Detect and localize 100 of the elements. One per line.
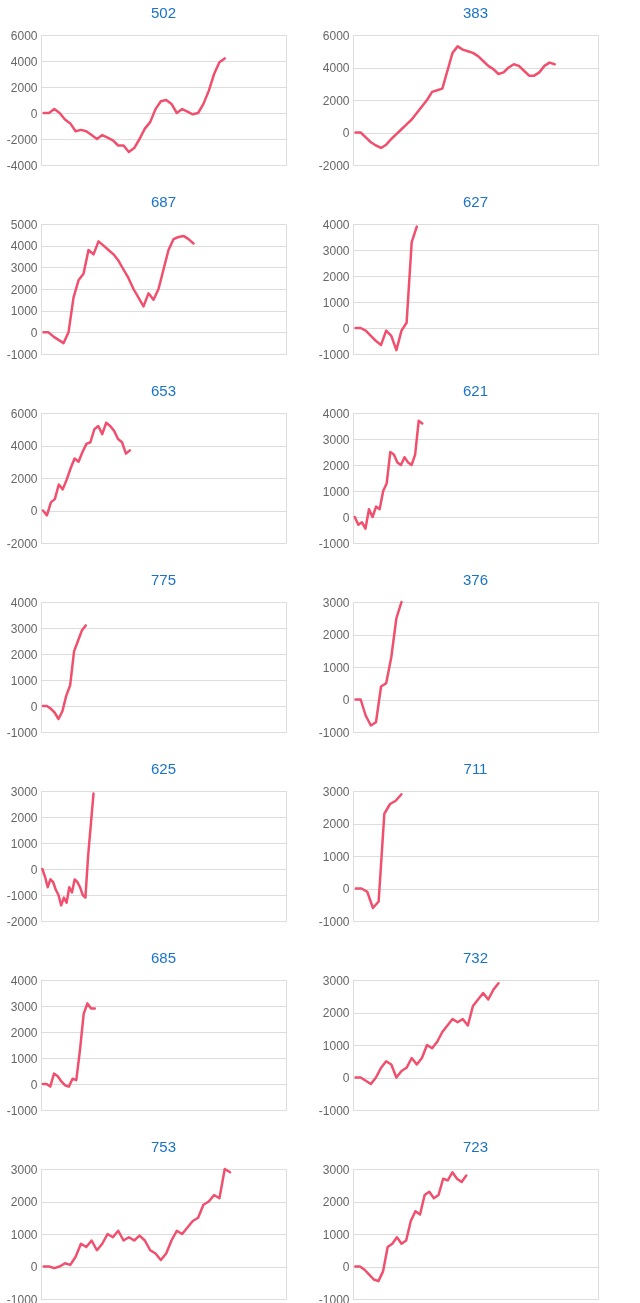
- line-series: [41, 421, 132, 517]
- y-tick-label: 2000: [10, 80, 38, 95]
- y-tick-label: 0: [30, 106, 38, 121]
- y-tick-label: 2000: [322, 1195, 350, 1209]
- y-tick-label: -2000: [6, 536, 38, 551]
- y-tick-label: 1000: [10, 673, 38, 688]
- y-tick-label: 2000: [322, 458, 350, 473]
- line-series: [354, 600, 403, 727]
- line-series: [354, 1171, 468, 1283]
- chart-title: 732: [462, 949, 489, 966]
- y-tick-label: 3000: [322, 784, 350, 799]
- y-tick-label: 0: [342, 882, 350, 896]
- y-tick-label: -1000: [318, 536, 350, 551]
- line-series: [354, 793, 403, 910]
- y-tick-label: -2000: [6, 914, 38, 929]
- y-tick-label: 4000: [322, 217, 350, 232]
- y-tick-label: 4000: [10, 439, 38, 453]
- y-tick-label: -1000: [318, 1292, 350, 1303]
- y-tick-label: -1000: [6, 1103, 38, 1118]
- y-tick-label: 2000: [10, 1195, 38, 1209]
- y-tick-label: 2000: [322, 93, 350, 108]
- y-tick-label: 0: [342, 1260, 350, 1274]
- y-tick-label: 3000: [10, 1162, 38, 1177]
- y-tick-label: 2000: [10, 471, 38, 486]
- y-tick-label: 1000: [322, 1038, 350, 1053]
- y-tick-label: -2000: [6, 132, 38, 147]
- y-tick-label: 1000: [10, 836, 38, 851]
- y-tick-label: -1000: [318, 347, 350, 362]
- chart-title: 502: [150, 4, 177, 21]
- y-tick-label: 2000: [322, 1006, 350, 1020]
- y-tick-label: 2000: [10, 1025, 38, 1040]
- y-tick-label: 1000: [322, 1227, 350, 1242]
- y-tick-label: 2000: [10, 282, 38, 297]
- line-series: [354, 982, 500, 1086]
- chart-title: 627: [462, 193, 489, 210]
- y-tick-label: 1000: [322, 849, 350, 864]
- chart-title: 685: [150, 949, 177, 966]
- y-tick-label: 2000: [322, 817, 350, 831]
- chart-title: 383: [462, 4, 489, 21]
- y-tick-label: 0: [30, 504, 38, 518]
- y-tick-label: 4000: [322, 406, 350, 421]
- y-tick-label: 1000: [322, 484, 350, 499]
- chart-title: 753: [150, 1138, 177, 1155]
- y-tick-label: 0: [30, 325, 38, 340]
- y-tick-label: -1000: [6, 1292, 38, 1303]
- chart-title: 653: [150, 382, 177, 399]
- y-tick-label: 0: [30, 1260, 38, 1274]
- y-tick-label: 3000: [322, 1162, 350, 1177]
- y-tick-label: 6000: [10, 28, 38, 43]
- line-series: [42, 234, 195, 345]
- y-tick-label: 4000: [10, 54, 38, 69]
- y-tick-label: 3000: [10, 260, 38, 275]
- y-tick-label: 3000: [322, 432, 350, 447]
- line-series: [354, 45, 556, 150]
- y-tick-label: 4000: [322, 61, 350, 75]
- y-tick-label: 4000: [10, 595, 38, 610]
- y-tick-label: 3000: [10, 621, 38, 636]
- y-tick-label: 0: [342, 1071, 350, 1085]
- y-tick-label: 3000: [10, 999, 38, 1014]
- y-tick-label: 0: [342, 321, 350, 336]
- line-series: [353, 419, 424, 530]
- y-tick-label: -2000: [318, 158, 350, 173]
- y-tick-label: 5000: [10, 217, 38, 232]
- y-tick-label: -1000: [6, 725, 38, 740]
- line-series: [42, 57, 226, 154]
- chart-title: 621: [462, 382, 489, 399]
- y-tick-label: 3000: [10, 784, 38, 799]
- chart-title: 775: [150, 571, 177, 588]
- chart-title: 687: [150, 193, 177, 210]
- chart-title: 711: [463, 760, 488, 777]
- line-series: [41, 624, 87, 721]
- chart-title: 625: [150, 760, 177, 777]
- y-tick-label: 2000: [322, 269, 350, 284]
- y-tick-label: 1000: [10, 304, 38, 319]
- y-tick-label: 4000: [10, 239, 38, 254]
- y-tick-label: 1000: [322, 660, 350, 675]
- y-tick-label: -1000: [318, 1103, 350, 1118]
- y-tick-label: 2000: [10, 810, 38, 825]
- line-series: [42, 1167, 232, 1270]
- y-tick-label: 6000: [10, 406, 38, 421]
- chart-title: 376: [462, 571, 489, 588]
- y-tick-label: 1000: [10, 1227, 38, 1242]
- y-tick-label: 2000: [10, 647, 38, 662]
- y-tick-label: -1000: [318, 725, 350, 740]
- y-tick-label: 3000: [322, 243, 350, 258]
- y-tick-label: -4000: [6, 158, 38, 173]
- y-tick-label: 0: [342, 693, 350, 707]
- y-tick-label: 6000: [322, 28, 350, 43]
- y-tick-label: 2000: [322, 628, 350, 642]
- y-tick-label: 0: [30, 862, 38, 877]
- y-tick-label: -1000: [318, 914, 350, 929]
- y-tick-label: 3000: [322, 973, 350, 988]
- y-tick-label: 1000: [10, 1051, 38, 1066]
- y-tick-label: -1000: [6, 888, 38, 903]
- y-tick-label: 0: [30, 699, 38, 714]
- y-tick-label: 0: [342, 126, 350, 140]
- y-tick-label: -1000: [6, 347, 38, 362]
- chart-title: 723: [462, 1138, 489, 1155]
- line-series: [41, 1002, 97, 1088]
- y-tick-label: 0: [30, 1077, 38, 1092]
